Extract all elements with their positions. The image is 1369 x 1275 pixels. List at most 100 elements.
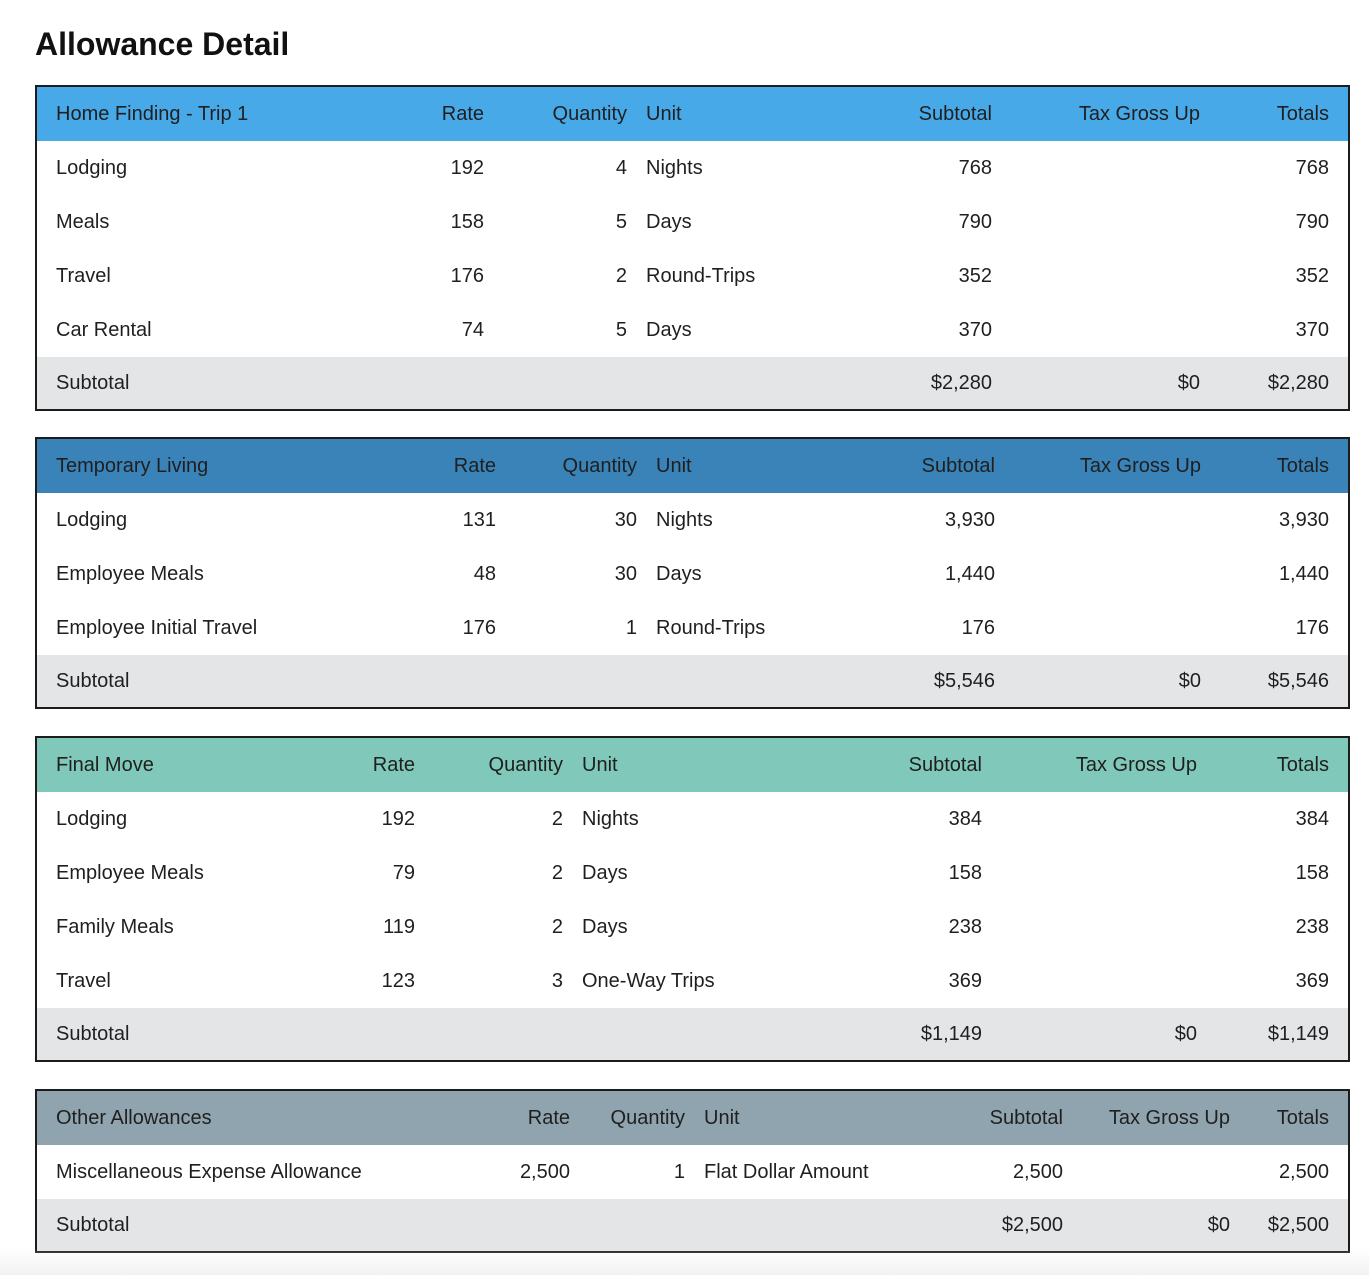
section-title: Temporary Living (36, 438, 426, 493)
row-subtotal: 790 (958, 210, 992, 233)
row-subtotal: 370 (958, 318, 992, 341)
row-total: 790 (1295, 210, 1329, 233)
row-label: Family Meals (56, 915, 174, 938)
row-rate: 123 (381, 969, 415, 992)
row-rate: 192 (450, 156, 484, 179)
row-tax-gross-up (992, 303, 1200, 357)
section-title: Home Finding - Trip 1 (36, 86, 414, 141)
row-rate: 119 (383, 915, 415, 938)
row-rate: 192 (381, 807, 415, 830)
row-label: Employee Initial Travel (56, 616, 258, 639)
section-title: Final Move (36, 737, 345, 792)
row-label: Car Rental (56, 318, 152, 341)
row-total: 3,930 (1278, 508, 1329, 531)
table-row: Lodging 192 4 Nights 768 768 (36, 141, 1349, 195)
row-total: 176 (1295, 616, 1329, 639)
column-header-totals: Totals (1197, 737, 1349, 792)
row-subtotal: 158 (948, 861, 982, 884)
row-tax-gross-up (995, 547, 1201, 601)
row-unit: Nights (582, 807, 639, 830)
column-header-unit: Unit (627, 86, 854, 141)
column-header-quantity: Quantity (570, 1090, 685, 1145)
row-tax-gross-up (982, 846, 1197, 900)
row-unit: Flat Dollar Amount (704, 1160, 869, 1183)
table-row: Car Rental 74 5 Days 370 370 (36, 303, 1349, 357)
temporary-living-table: Temporary Living Rate Quantity Unit Subt… (35, 437, 1350, 709)
row-tax-gross-up (992, 195, 1200, 249)
row-tax-gross-up (982, 900, 1197, 954)
subtotal-label: Subtotal (36, 1008, 345, 1061)
row-subtotal: 1,440 (944, 562, 995, 585)
table-row: Travel 123 3 One-Way Trips 369 369 (36, 954, 1349, 1008)
row-subtotal: 768 (958, 156, 992, 179)
row-quantity: 2 (551, 861, 563, 884)
subtotal-row: Subtotal $5,546 $0 $5,546 (36, 655, 1349, 708)
subtotal-tax-gross-up: $0 (1063, 1199, 1230, 1252)
column-header-quantity: Quantity (415, 737, 563, 792)
home-finding-table: Home Finding - Trip 1 Rate Quantity Unit… (35, 85, 1350, 411)
row-rate: 79 (392, 861, 415, 884)
row-total: 2,500 (1278, 1160, 1329, 1183)
subtotal-row: Subtotal $1,149 $0 $1,149 (36, 1008, 1349, 1061)
row-total: 369 (1295, 969, 1329, 992)
final-move-table: Final Move Rate Quantity Unit Subtotal T… (35, 736, 1350, 1062)
table-header-row: Final Move Rate Quantity Unit Subtotal T… (36, 737, 1349, 792)
row-quantity: 3 (551, 969, 563, 992)
column-header-subtotal: Subtotal (858, 438, 995, 493)
table-row: Employee Initial Travel 176 1 Round-Trip… (36, 601, 1349, 655)
row-label: Lodging (56, 508, 128, 531)
column-header-tax-gross-up: Tax Gross Up (992, 86, 1200, 141)
row-quantity: 4 (615, 156, 627, 179)
column-header-tax-gross-up: Tax Gross Up (982, 737, 1197, 792)
row-label: Lodging (56, 807, 128, 830)
subtotal-amount: $2,500 (945, 1199, 1063, 1252)
row-unit: Days (646, 210, 692, 233)
row-quantity: 1 (673, 1160, 685, 1183)
column-header-unit: Unit (563, 737, 821, 792)
column-header-rate: Rate (345, 737, 415, 792)
table-header-row: Temporary Living Rate Quantity Unit Subt… (36, 438, 1349, 493)
section-title: Other Allowances (36, 1090, 498, 1145)
table-header-row: Home Finding - Trip 1 Rate Quantity Unit… (36, 86, 1349, 141)
subtotal-tax-gross-up: $0 (995, 655, 1201, 708)
row-tax-gross-up (982, 954, 1197, 1008)
row-tax-gross-up (1063, 1145, 1230, 1199)
table-header-row: Other Allowances Rate Quantity Unit Subt… (36, 1090, 1349, 1145)
column-header-unit: Unit (637, 438, 858, 493)
row-quantity: 30 (614, 508, 637, 531)
row-total: 158 (1295, 861, 1329, 884)
subtotal-total: $5,546 (1201, 655, 1349, 708)
row-quantity: 2 (551, 915, 563, 938)
column-header-totals: Totals (1200, 86, 1349, 141)
column-header-tax-gross-up: Tax Gross Up (1063, 1090, 1230, 1145)
row-total: 384 (1295, 807, 1329, 830)
row-tax-gross-up (995, 601, 1201, 655)
other-allowances-table: Other Allowances Rate Quantity Unit Subt… (35, 1089, 1350, 1253)
table-row: Miscellaneous Expense Allowance 2,500 1 … (36, 1145, 1349, 1199)
row-label: Travel (56, 264, 111, 287)
row-quantity: 5 (615, 318, 627, 341)
row-unit: Round-Trips (646, 264, 756, 287)
subtotal-amount: $1,149 (821, 1008, 982, 1061)
table-row: Lodging 192 2 Nights 384 384 (36, 792, 1349, 846)
row-label: Employee Meals (56, 861, 204, 884)
row-subtotal: 2,500 (1012, 1160, 1063, 1183)
row-unit: Days (656, 562, 702, 585)
bottom-fade (0, 1249, 1369, 1275)
row-tax-gross-up (982, 792, 1197, 846)
row-label: Lodging (56, 156, 128, 179)
row-total: 768 (1295, 156, 1329, 179)
column-header-subtotal: Subtotal (945, 1090, 1063, 1145)
row-unit: Days (646, 318, 692, 341)
row-label: Travel (56, 969, 111, 992)
table-row: Meals 158 5 Days 790 790 (36, 195, 1349, 249)
column-header-totals: Totals (1230, 1090, 1349, 1145)
column-header-unit: Unit (685, 1090, 945, 1145)
row-quantity: 2 (615, 264, 627, 287)
row-rate: 176 (462, 616, 496, 639)
subtotal-tax-gross-up: $0 (982, 1008, 1197, 1061)
table-row: Employee Meals 79 2 Days 158 158 (36, 846, 1349, 900)
subtotal-label: Subtotal (36, 1199, 498, 1252)
subtotal-label: Subtotal (36, 357, 414, 410)
row-subtotal: 369 (948, 969, 982, 992)
